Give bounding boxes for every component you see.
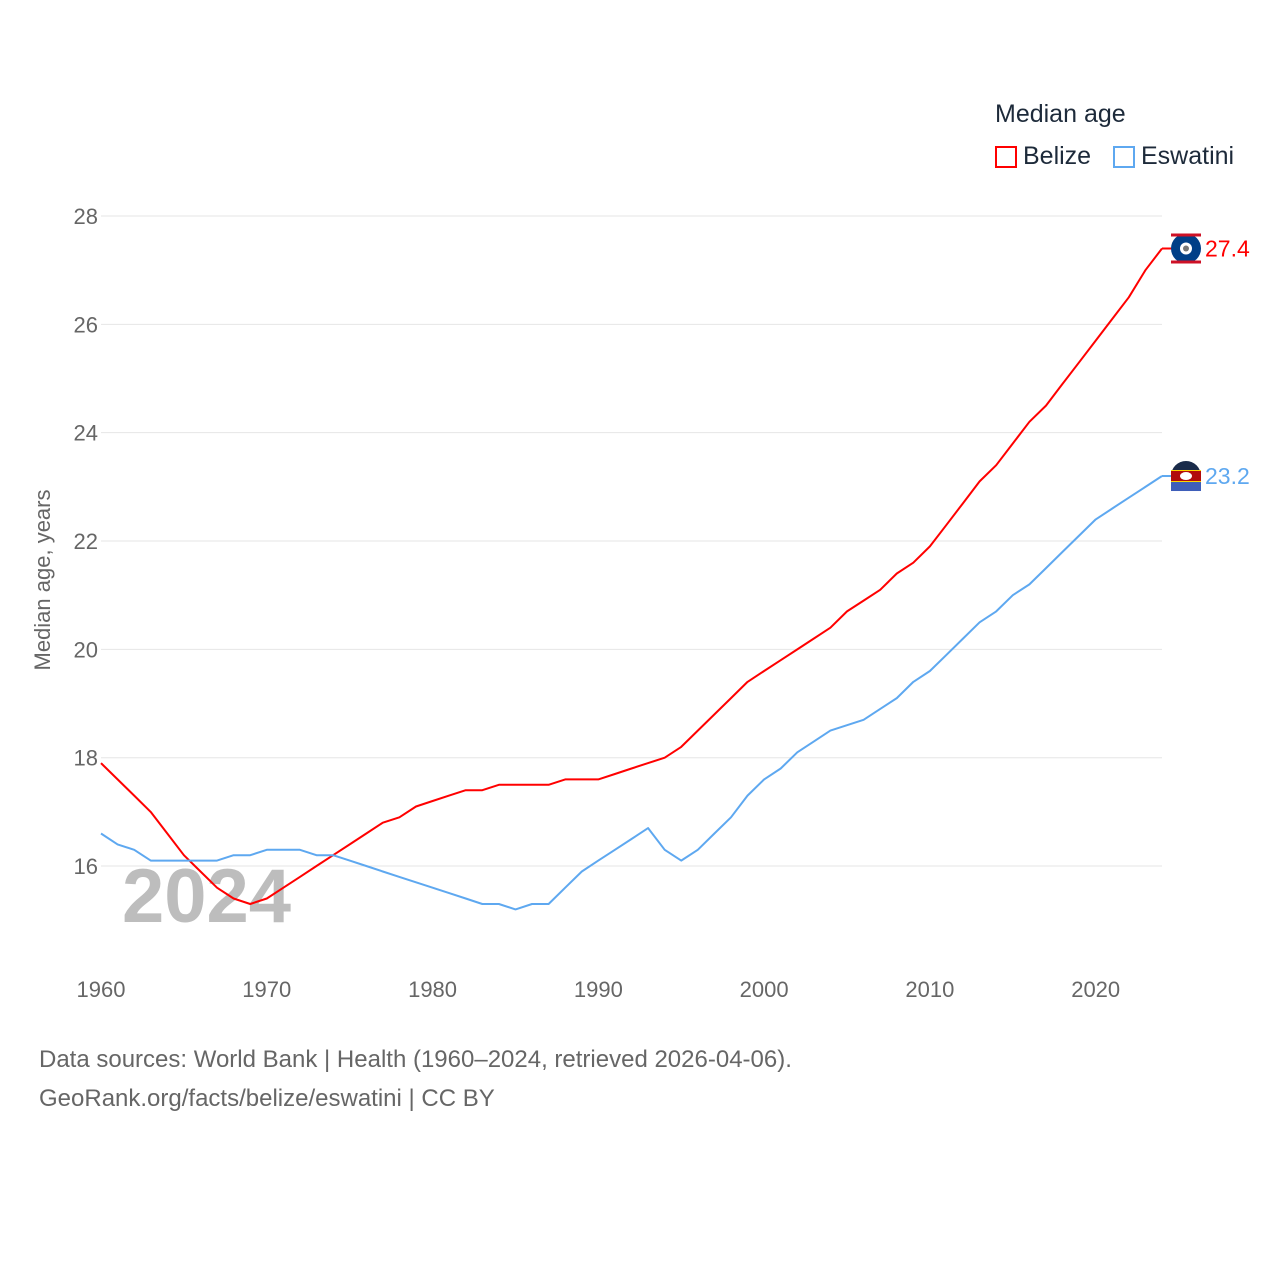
end-labels: 27.4 23.2 [1162, 233, 1250, 492]
flag-emblem [1183, 245, 1189, 252]
flag-shield [1180, 472, 1192, 481]
legend-swatch [1113, 145, 1135, 168]
eswatini-flag-icon [1171, 461, 1201, 492]
x-tick-label: 1960 [77, 977, 126, 1002]
y-tick-label: 22 [74, 529, 98, 554]
y-axis: 16 18 20 22 24 26 28 [74, 204, 98, 879]
x-tick-label: 1970 [242, 977, 291, 1002]
legend-label: Belize [1023, 142, 1092, 170]
x-tick-label: 1980 [408, 977, 457, 1002]
y-tick-label: 24 [74, 421, 98, 446]
x-axis: 1960 1970 1980 1990 2000 2010 2020 [77, 977, 1121, 1002]
end-value-label: 23.2 [1205, 463, 1250, 489]
year-watermark: 2024 [122, 854, 291, 939]
flag-stripe [1171, 233, 1201, 237]
legend-item-belize[interactable]: Belize [995, 142, 1091, 171]
belize-flag-icon [1171, 233, 1201, 264]
series-line-belize [100, 247, 1163, 905]
legend-swatch [995, 145, 1017, 168]
x-tick-label: 2020 [1071, 977, 1120, 1002]
series-line-eswatini [100, 475, 1163, 911]
legend-title: Median age [995, 100, 1126, 128]
y-axis-title: Median age, years [30, 490, 55, 671]
legend-item-eswatini[interactable]: Eswatini [1113, 142, 1234, 171]
x-tick-label: 1990 [574, 977, 623, 1002]
end-value-label: 27.4 [1205, 236, 1250, 262]
y-tick-label: 26 [74, 312, 98, 337]
source-link[interactable]: GeoRank.org/facts/belize/eswatini | CC B… [39, 1085, 495, 1112]
flag-stripe [1171, 260, 1201, 264]
legend-label: Eswatini [1141, 142, 1235, 170]
y-tick-label: 18 [74, 746, 98, 771]
y-tick-label: 20 [74, 637, 98, 662]
x-tick-label: 2010 [905, 977, 954, 1002]
y-tick-label: 16 [74, 854, 98, 879]
series-lines [100, 247, 1163, 911]
y-tick-label: 28 [74, 204, 98, 229]
grid [101, 215, 1162, 867]
x-tick-label: 2000 [740, 977, 789, 1002]
source-note: Data sources: World Bank | Health (1960–… [39, 1046, 792, 1073]
flag-stripe [1171, 481, 1201, 492]
